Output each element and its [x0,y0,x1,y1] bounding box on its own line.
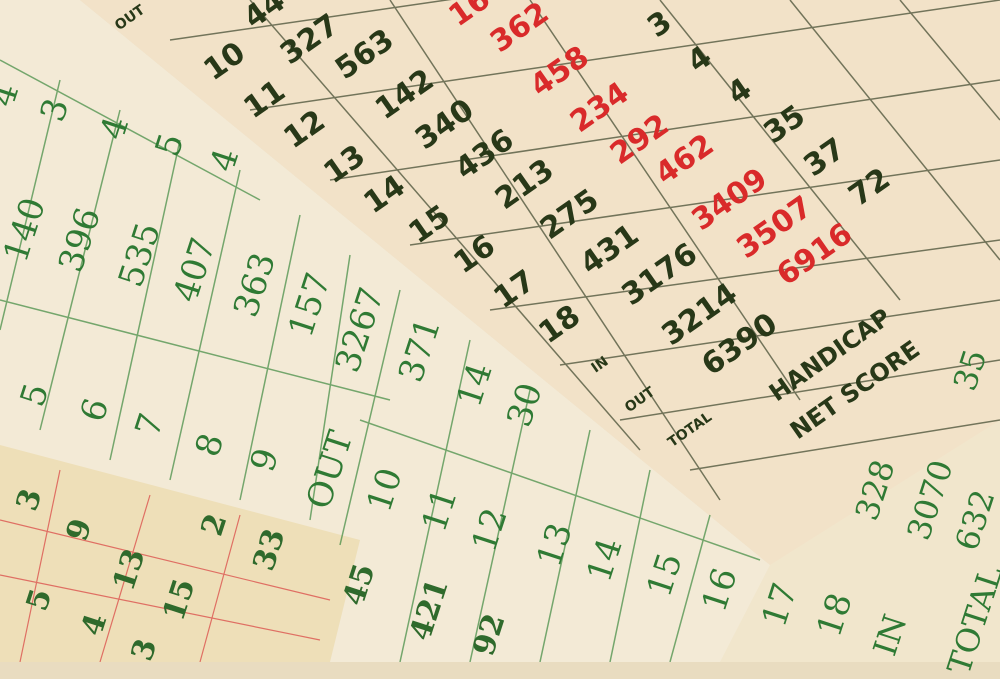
bottom-card-grid [0,469,331,662]
top-card [80,0,1000,565]
cards-background [0,0,1000,662]
right-card [700,420,1000,662]
middle-card-grid [0,59,761,662]
bottom-card [0,440,360,662]
top-card-grid [169,0,1000,501]
